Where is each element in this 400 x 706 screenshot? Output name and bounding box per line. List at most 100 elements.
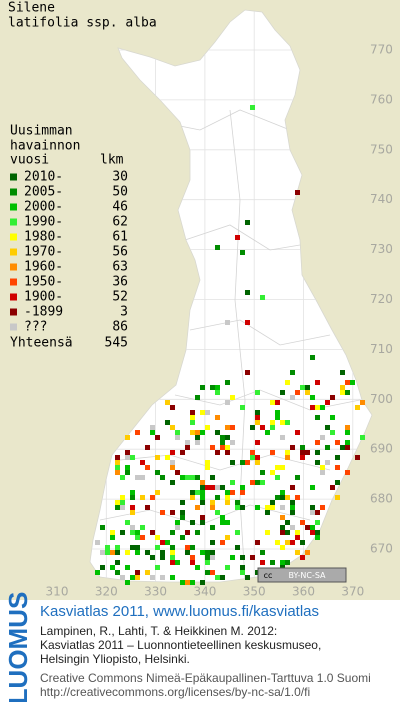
legend-label: 2005- [24,185,63,200]
observation-square [210,445,215,450]
observation-square [105,550,110,555]
observation-square [130,495,135,500]
observation-square [200,480,205,485]
observation-square [230,490,235,495]
observation-square [310,530,315,535]
observation-square [360,435,365,440]
observation-square [130,455,135,460]
observation-square [125,550,130,555]
observation-square [275,415,280,420]
observation-square [255,420,260,425]
observation-square [225,490,230,495]
observation-square [125,470,130,475]
observation-square [230,480,235,485]
observation-square [195,475,200,480]
observation-square [115,545,120,550]
observation-square [230,440,235,445]
observation-square [295,190,300,195]
observation-square [140,475,145,480]
observation-square [280,490,285,495]
legend-swatch [10,218,17,226]
observation-square [225,400,230,405]
observation-square [210,505,215,510]
observation-square [130,510,135,515]
observation-square [345,470,350,475]
observation-square [170,450,175,455]
observation-square [120,475,125,480]
observation-square [195,565,200,570]
observation-square [280,435,285,440]
observation-square [295,530,300,535]
observation-square [295,430,300,435]
observation-square [195,440,200,445]
observation-square [275,540,280,545]
observation-square [200,500,205,505]
observation-square [345,430,350,435]
observation-square [210,385,215,390]
observation-square [220,435,225,440]
observation-square [255,455,260,460]
observation-square [285,420,290,425]
y-tick-label: 750 [370,142,393,156]
observation-square [235,545,240,550]
observation-square [200,410,205,415]
observation-square [270,400,275,405]
observation-square [355,455,360,460]
observation-square [170,460,175,465]
observation-square [325,400,330,405]
observation-square [155,470,160,475]
observation-square [205,425,210,430]
observation-square [300,520,305,525]
observation-square [125,455,130,460]
observation-square [215,390,220,395]
observation-square [240,405,245,410]
observation-square [245,220,250,225]
citation-line: Helsingin Yliopisto, Helsinki. [40,652,190,666]
observation-square [190,430,195,435]
observation-square [275,475,280,480]
observation-square [230,460,235,465]
observation-square [105,545,110,550]
legend-count: 63 [112,260,128,275]
observation-square [310,355,315,360]
observation-square [225,520,230,525]
citation-line: Kasviatlas 2011 – Luonnontieteellinen ke… [40,638,321,652]
y-tick-label: 690 [370,442,393,456]
observation-square [150,575,155,580]
observation-square [245,460,250,465]
observation-square [305,525,310,530]
observation-square [115,500,120,505]
observation-square [295,390,300,395]
observation-square [140,525,145,530]
legend-label: 1900- [24,290,63,305]
legend-total: 545 [105,336,128,351]
observation-square [150,425,155,430]
observation-square [175,470,180,475]
observation-square [160,475,165,480]
observation-square [225,450,230,455]
observation-square [280,465,285,470]
observation-square [170,530,175,535]
observation-square [295,475,300,480]
legend-swatch [10,293,17,301]
observation-square [290,540,295,545]
observation-square [150,430,155,435]
observation-square [115,455,120,460]
observation-square [250,105,255,110]
observation-square [290,485,295,490]
observation-square [235,235,240,240]
legend-swatch [10,248,17,256]
observation-square [305,390,310,395]
observation-square [315,415,320,420]
observation-square [110,550,115,555]
legend-count: 56 [112,245,128,260]
observation-square [285,455,290,460]
observation-square [190,560,195,565]
observation-square [320,465,325,470]
observation-square [125,450,130,455]
observation-square [135,430,140,435]
observation-square [155,435,160,440]
observation-square [260,550,265,555]
observation-square [315,380,320,385]
observation-square [145,445,150,450]
